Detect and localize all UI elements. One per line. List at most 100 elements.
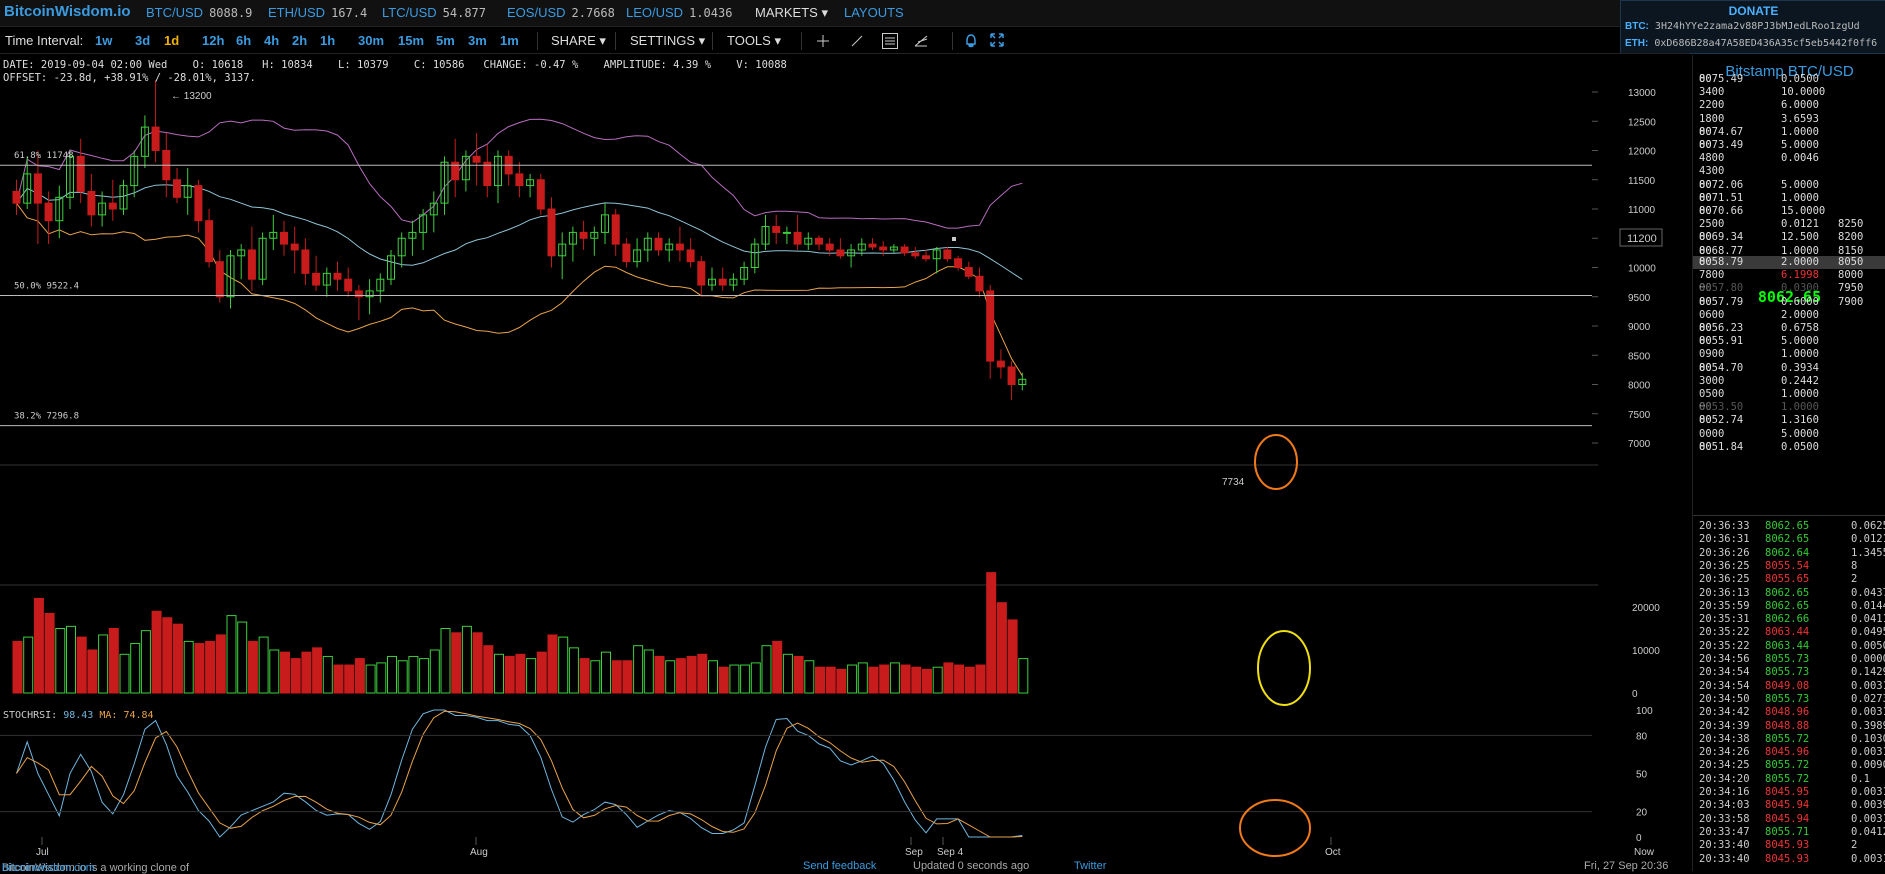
volume-bar bbox=[964, 666, 975, 694]
bid-row[interactable]: 8057.79 00 0.6000 7900 bbox=[1693, 296, 1885, 309]
ask-row[interactable]: 8071.51 00 1.0000 bbox=[1693, 192, 1885, 205]
ticker-leo[interactable]: LEO/USD 1.0436 bbox=[626, 5, 733, 20]
volume-bar bbox=[354, 658, 365, 694]
volume-bar bbox=[590, 660, 601, 694]
bid-row[interactable]: 8055.91 00 5.0000 bbox=[1693, 335, 1885, 348]
ask-row[interactable]: 3400 10.0000 bbox=[1693, 86, 1885, 99]
bid-price: 8055.91 00 bbox=[1699, 335, 1744, 348]
ticker-btc[interactable]: BTC/USD 8088.9 bbox=[146, 5, 253, 20]
ask-row[interactable]: 8073.49 00 5.0000 bbox=[1693, 139, 1885, 152]
interval-2h[interactable]: 2h bbox=[292, 33, 308, 48]
share-menu[interactable]: SHARE ▾ bbox=[551, 33, 606, 48]
candle-body bbox=[536, 179, 545, 210]
stochrsi-tick-label: 100 bbox=[1636, 706, 1653, 717]
bid-amount: 0.6000 bbox=[1781, 295, 1819, 308]
brand-logo[interactable]: BitcoinWisdom.io bbox=[4, 3, 131, 20]
candle-body bbox=[954, 258, 963, 269]
clone-link[interactable]: bitcoinwisdom.com bbox=[2, 862, 95, 874]
toolbar-divider bbox=[712, 32, 713, 50]
ask-row[interactable]: 8069.34 00 12.500 8200 bbox=[1693, 231, 1885, 244]
bid-row[interactable]: 8053.50 00 1.0000 bbox=[1693, 401, 1885, 414]
send-feedback-link[interactable]: Send feedback bbox=[803, 860, 877, 872]
ask-row[interactable]: 1800 3.6593 bbox=[1693, 113, 1885, 126]
candle-body bbox=[900, 246, 909, 254]
interval-4h[interactable]: 4h bbox=[264, 33, 280, 48]
markets-menu[interactable]: MARKETS ▾ bbox=[755, 5, 828, 20]
eth-address[interactable]: 0xD686B28a47A58ED436A35cf5eb5442f0ff6 bbox=[1654, 38, 1878, 49]
volume-bar bbox=[772, 640, 783, 694]
bell-icon[interactable] bbox=[964, 33, 978, 49]
ask-amount: 1.0000 bbox=[1781, 244, 1819, 257]
ask-row[interactable]: 4300 bbox=[1693, 165, 1885, 178]
bid-row[interactable]: 0900 1.0000 bbox=[1693, 348, 1885, 361]
ask-row[interactable]: 8074.67 00 1.0000 bbox=[1693, 126, 1885, 139]
trade-row: 20:35:22 8063.44 0.0495 bbox=[1699, 626, 1885, 639]
interval-12h[interactable]: 12h bbox=[202, 33, 225, 48]
bid-amount: 1.0000 bbox=[1781, 348, 1819, 361]
line-tool-icon[interactable] bbox=[850, 34, 864, 48]
volume-bar bbox=[451, 632, 462, 694]
settings-menu[interactable]: SETTINGS ▾ bbox=[630, 33, 706, 48]
fullscreen-icon[interactable] bbox=[990, 33, 1004, 47]
bid-row[interactable]: 8058.79 00 2.0000 8050 bbox=[1693, 256, 1885, 269]
fib-tool-icon[interactable] bbox=[914, 34, 928, 48]
ask-row[interactable]: 8070.66 00 15.0000 bbox=[1693, 205, 1885, 218]
chart-grid bbox=[0, 464, 1598, 586]
btc-address[interactable]: 3H24hYYe2zama2v88PJ3bMJedLRoo1zgUd bbox=[1654, 21, 1860, 32]
candle-body bbox=[633, 249, 642, 263]
interval-1d[interactable]: 1d bbox=[164, 33, 180, 48]
ask-row[interactable]: 4800 0.0046 bbox=[1693, 152, 1885, 165]
trade-row: 20:34:50 8055.73 0.0273 bbox=[1699, 693, 1885, 706]
bid-row[interactable]: 0600 2.0000 bbox=[1693, 309, 1885, 322]
trade-amount: 0.1429 bbox=[1851, 666, 1885, 679]
trade-price: 8045.94 bbox=[1765, 799, 1810, 812]
bid-row[interactable]: 8051.84 00 0.0500 bbox=[1693, 441, 1885, 454]
ticker-ltc[interactable]: LTC/USD 54.877 bbox=[382, 5, 487, 20]
ticker-eth[interactable]: ETH/USD 167.4 bbox=[268, 5, 368, 20]
interval-1h[interactable]: 1h bbox=[320, 33, 336, 48]
ask-price: 2500 bbox=[1699, 218, 1725, 231]
horizontal-lines-icon[interactable] bbox=[882, 33, 898, 49]
ask-row[interactable]: 8072.06 00 5.0000 bbox=[1693, 179, 1885, 192]
crosshair-icon[interactable] bbox=[816, 34, 830, 48]
interval-3m[interactable]: 3m bbox=[468, 33, 487, 48]
bid-row[interactable]: 8057.80 00 0.0300 7950 bbox=[1693, 282, 1885, 295]
bid-amount: 0.6758 bbox=[1781, 322, 1819, 334]
price-chart[interactable]: 61.8% 11748 50.0% 9522.4 38.2% 7296.8 1300… bbox=[0, 55, 1692, 858]
ask-row[interactable]: 2500 0.0121 8250 bbox=[1693, 218, 1885, 231]
ask-amount: 5.0000 bbox=[1781, 178, 1819, 191]
twitter-link[interactable]: Twitter bbox=[1074, 860, 1107, 872]
volume-bar bbox=[215, 634, 226, 694]
volume-bar bbox=[686, 655, 697, 694]
candle-body bbox=[825, 243, 834, 251]
ask-row[interactable]: 2200 6.0000 bbox=[1693, 99, 1885, 112]
bid-row[interactable]: 8054.70 00 0.3934 bbox=[1693, 362, 1885, 375]
interval-30m[interactable]: 30m bbox=[358, 33, 385, 48]
candle-body bbox=[836, 249, 845, 257]
bid-row[interactable]: 3000 0.2442 bbox=[1693, 375, 1885, 388]
interval-6h[interactable]: 6h bbox=[236, 33, 252, 48]
interval-15m[interactable]: 15m bbox=[398, 33, 425, 48]
candle-body bbox=[729, 278, 738, 286]
candle-body bbox=[932, 249, 941, 260]
orderbook-title[interactable]: Bitstamp BTC/USD bbox=[1725, 63, 1854, 80]
interval-1m[interactable]: 1m bbox=[500, 33, 519, 48]
bid-row[interactable]: 7800 6.1998 8000 bbox=[1693, 269, 1885, 282]
interval-3d[interactable]: 3d bbox=[135, 33, 151, 48]
ask-row[interactable]: 8075.49 00 0.0500 bbox=[1693, 73, 1885, 86]
tools-menu[interactable]: TOOLS ▾ bbox=[727, 33, 781, 48]
ask-row[interactable]: 8068.77 00 1.0000 8150 bbox=[1693, 245, 1885, 258]
ticker-eos[interactable]: EOS/USD 2.7668 bbox=[507, 5, 615, 20]
candle-body bbox=[964, 267, 973, 277]
donate-title[interactable]: DONATE bbox=[1728, 4, 1779, 18]
trade-time: 20:34:16 bbox=[1699, 786, 1750, 798]
bid-row[interactable]: 8052.74 00 1.3160 bbox=[1693, 414, 1885, 427]
interval-1w[interactable]: 1w bbox=[95, 33, 113, 48]
bid-row[interactable]: 0000 5.0000 bbox=[1693, 428, 1885, 441]
layouts-link[interactable]: LAYOUTS bbox=[844, 5, 904, 20]
volume-bar bbox=[996, 602, 1007, 694]
bid-row[interactable]: 8056.23 00 0.6758 bbox=[1693, 322, 1885, 335]
bid-row[interactable]: 0500 1.0000 bbox=[1693, 388, 1885, 401]
price-axis: 1300012500120001150011000105001000095009… bbox=[0, 88, 1660, 844]
interval-5m[interactable]: 5m bbox=[436, 33, 455, 48]
